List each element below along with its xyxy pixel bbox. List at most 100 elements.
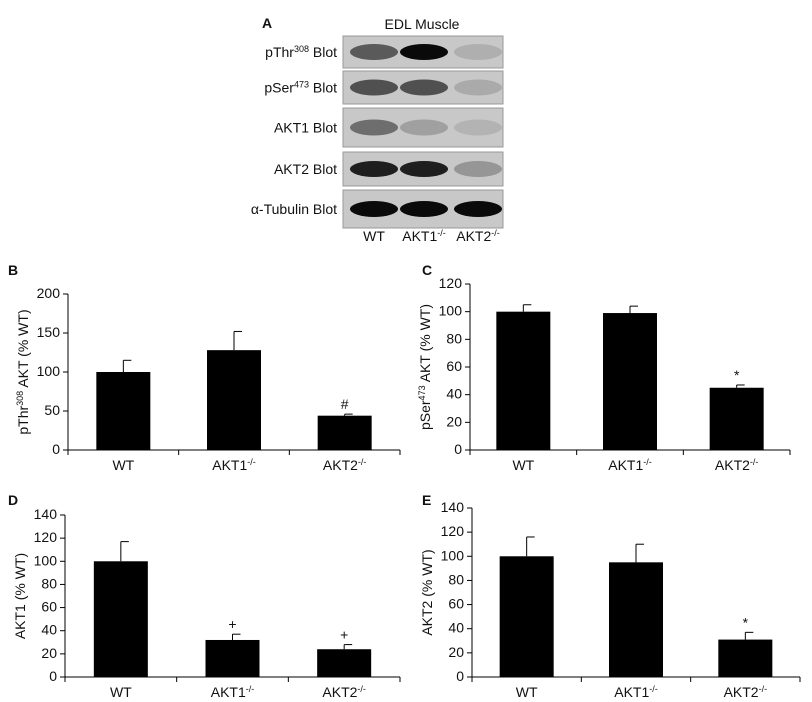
bar [207,350,261,450]
y-tick-label: 140 [441,499,465,515]
blot-row-label: pThr308 Blot [265,44,337,60]
y-tick-label: 200 [37,285,61,301]
y-tick-label: 40 [446,386,462,402]
blot-band [454,119,502,136]
blot-band [350,161,398,177]
y-tick-label: 100 [441,547,465,563]
x-tick-label: WT [110,684,132,700]
blot-band [454,44,502,60]
y-tick-label: 20 [41,645,57,661]
panel-letter: B [8,262,18,278]
y-tick-label: 150 [37,324,61,340]
blot-row-label-part: AKT2 Blot [274,161,337,177]
bar [317,415,372,450]
blot-row-label-part: 473 [294,80,309,90]
blot-row-label-part: Blot [309,80,337,96]
y-axis-label-part: AKT (% WT) [15,309,31,390]
blot-band [350,79,398,96]
y-tick-label: 120 [439,275,463,291]
y-tick-label: 20 [446,413,462,429]
y-tick-label: 60 [41,599,57,615]
y-tick-label: 80 [446,330,462,346]
y-axis-label: pSer473 AKT (% WT) [417,304,433,430]
y-tick-label: 50 [44,402,60,418]
bar [718,639,773,677]
x-tick-label: AKT1-/- [211,684,255,700]
significance-mark: + [228,616,236,632]
bar [317,649,372,677]
blot-row-label-part: 308 [294,44,309,54]
y-axis-label-part: AKT1 (% WT) [12,553,28,639]
y-tick-label: 120 [441,523,465,539]
y-axis-label: AKT2 (% WT) [419,549,435,635]
blot-row-label: AKT1 Blot [274,120,337,136]
blot-band [350,119,398,136]
x-tick-label: AKT1-/- [614,684,658,700]
y-axis-label-part: 308 [15,391,25,406]
bar [499,556,554,677]
y-tick-label: 100 [34,552,58,568]
blot-band [454,161,502,177]
bar [93,561,148,677]
x-tick-label: AKT2-/- [724,684,768,700]
panel-letter: D [8,492,18,508]
x-tick-label: AKT2-/- [322,684,366,700]
y-axis-label-part: AKT2 (% WT) [419,549,435,635]
x-tick-label: AKT2-/- [715,457,759,473]
blot-row-label: AKT2 Blot [274,161,337,177]
x-tick-label: AKT2-/- [456,228,500,244]
y-axis-label: pThr308 AKT (% WT) [15,309,31,434]
y-tick-label: 0 [454,441,462,457]
blot-row-label-part: pThr [265,44,294,60]
bar [496,311,551,450]
y-tick-label: 20 [448,644,464,660]
bar [609,562,663,677]
y-tick-label: 0 [52,441,60,457]
y-tick-label: 0 [456,668,464,684]
y-tick-label: 80 [448,571,464,587]
blot-band [454,201,502,217]
panel-letter: A [262,15,272,31]
blot-row-label: pSer473 Blot [264,80,337,96]
blot-row-label-part: AKT1 Blot [274,120,337,136]
x-tick-label: AKT1-/- [608,457,652,473]
blot-row-label: α-Tubulin Blot [251,201,337,217]
y-tick-label: 40 [41,622,57,638]
significance-mark: + [340,627,348,643]
y-tick-label: 40 [448,620,464,636]
blot-band [400,119,448,136]
bar [709,387,764,450]
blot-row-label-part: Blot [309,44,337,60]
y-tick-label: 100 [439,303,463,319]
blot-band [400,44,448,60]
panel-letter: C [422,262,432,278]
bar [603,313,657,450]
y-tick-label: 100 [37,363,61,379]
blot-band [400,79,448,96]
bar [205,639,260,677]
x-tick-label: WT [516,684,538,700]
blot-band [350,201,398,217]
y-tick-label: 140 [34,506,58,522]
bar [96,372,151,450]
y-axis-label-part: pThr [15,406,31,435]
blot-images [342,35,504,229]
x-tick-label: AKT1-/- [212,457,256,473]
x-tick-label: WT [512,457,534,473]
y-axis-label-part: AKT (% WT) [417,304,433,385]
x-tick-label: WT [112,457,134,473]
blot-strip [342,107,504,148]
blot-row-label-part: pSer [264,80,294,96]
blot-row-label-part: α-Tubulin Blot [251,201,337,217]
x-tick-label: AKT2-/- [323,457,367,473]
blot-band [400,201,448,217]
x-tick-label: WT [363,228,385,244]
panel-letter: E [422,492,431,508]
significance-mark: # [341,396,349,412]
significance-mark: * [734,367,740,383]
blot-band [400,161,448,177]
y-axis-label: AKT1 (% WT) [12,553,28,639]
y-axis-label-part: 473 [417,385,427,400]
blot-title: EDL Muscle [385,16,460,32]
y-tick-label: 0 [49,668,57,684]
